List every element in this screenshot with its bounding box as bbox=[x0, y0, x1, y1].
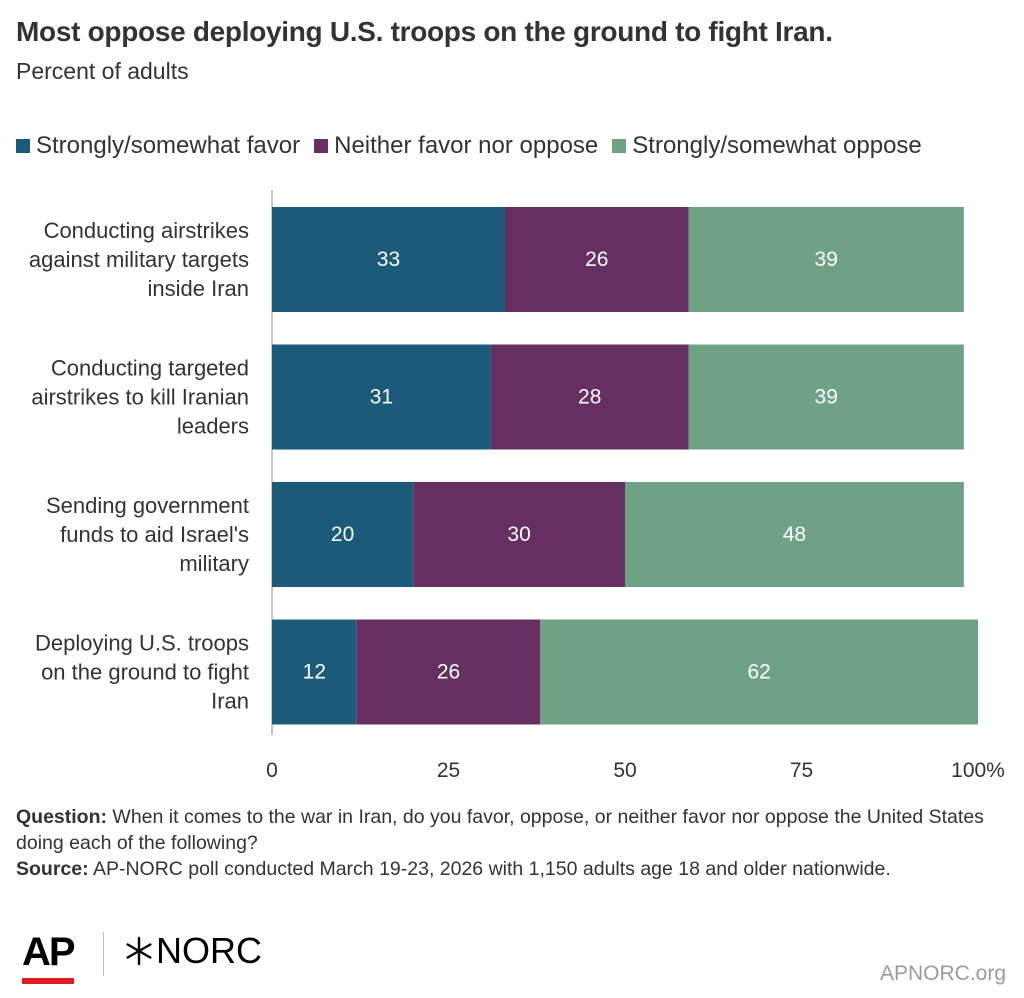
bar-value-label: 26 bbox=[437, 661, 460, 684]
logo-bar: AP NORC APNORC.org bbox=[16, 928, 1006, 988]
bar-value-label: 31 bbox=[370, 386, 393, 409]
bar-value-label: 20 bbox=[331, 523, 354, 546]
x-tick-label: 0 bbox=[266, 759, 278, 782]
legend-label-neither: Neither favor nor oppose bbox=[334, 132, 599, 159]
norc-logo-text: NORC bbox=[156, 930, 262, 971]
ap-logo: AP bbox=[22, 930, 76, 974]
norc-star-icon bbox=[126, 936, 152, 966]
bar-value-label: 12 bbox=[303, 661, 326, 684]
x-tick-label: 100% bbox=[951, 759, 1005, 782]
question-note: Question: When it comes to the war in Ir… bbox=[16, 804, 1012, 856]
bar-value-label: 26 bbox=[585, 248, 608, 271]
bar-segment bbox=[490, 344, 689, 450]
bar-value-label: 30 bbox=[507, 523, 530, 546]
category-label: Conducting airstrikes against military ta… bbox=[29, 218, 249, 301]
bar-segment bbox=[272, 344, 491, 450]
stacked-bar-chart: 0 25 50 75 100% Conducting airstrikes against … bbox=[29, 190, 1005, 782]
bar-segment bbox=[504, 207, 689, 312]
website-link[interactable]: APNORC.org bbox=[879, 962, 1006, 985]
source-text: AP-NORC poll conducted March 19-23, 2026… bbox=[92, 858, 891, 880]
x-tick-label: 25 bbox=[437, 759, 460, 782]
category-label: Conducting targeted airstrikes to kill Ir… bbox=[31, 356, 249, 439]
bar-segment bbox=[688, 207, 964, 312]
category-label: Deploying U.S. troops on the ground to fi… bbox=[35, 631, 249, 714]
bar-segment bbox=[272, 207, 505, 312]
bar-value-label: 62 bbox=[747, 661, 770, 684]
legend-label-oppose: Strongly/somewhat oppose bbox=[632, 132, 922, 159]
footer-notes: Question: When it comes to the war in Ir… bbox=[16, 804, 1012, 882]
legend-swatch-favor bbox=[16, 139, 30, 153]
bar-value-label: 39 bbox=[815, 248, 838, 271]
bar-segment bbox=[688, 344, 964, 450]
bar-segment bbox=[272, 619, 357, 725]
bar-value-label: 33 bbox=[377, 248, 400, 271]
question-text: When it comes to the war in Iran, do you… bbox=[16, 806, 984, 854]
norc-logo: NORC bbox=[124, 930, 262, 972]
bar-segment bbox=[272, 482, 414, 587]
legend-swatch-neither bbox=[314, 139, 329, 153]
legend-swatch-oppose bbox=[612, 139, 627, 153]
bar-value-label: 28 bbox=[578, 386, 601, 409]
legend-label-favor: Strongly/somewhat favor bbox=[36, 132, 301, 159]
x-tick-label: 50 bbox=[613, 759, 636, 782]
bar-segment bbox=[540, 619, 978, 725]
logo-divider bbox=[103, 932, 104, 976]
source-note: Source: AP-NORC poll conducted March 19-… bbox=[16, 856, 1012, 882]
legend-item-neither: Neither favor nor oppose bbox=[314, 132, 598, 160]
legend-item-favor: Strongly/somewhat favor bbox=[16, 132, 300, 160]
legend-item-oppose: Strongly/somewhat oppose bbox=[612, 132, 922, 160]
chart-title: Most oppose deploying U.S. troops on the… bbox=[16, 16, 833, 47]
bar-segment bbox=[625, 482, 964, 587]
bar-segment bbox=[413, 482, 625, 587]
question-label: Question: bbox=[16, 806, 107, 828]
bar-value-label: 39 bbox=[815, 386, 838, 409]
bar-segment bbox=[356, 619, 541, 725]
bar-value-label: 48 bbox=[783, 523, 806, 546]
x-tick-label: 75 bbox=[790, 759, 813, 782]
ap-logo-underline bbox=[22, 978, 74, 984]
category-label: Sending government funds to aid Israel's m… bbox=[46, 493, 249, 576]
legend: Strongly/somewhat favor Neither favor no… bbox=[16, 132, 936, 160]
chart-subtitle: Percent of adults bbox=[16, 58, 189, 84]
source-label: Source: bbox=[16, 858, 89, 880]
